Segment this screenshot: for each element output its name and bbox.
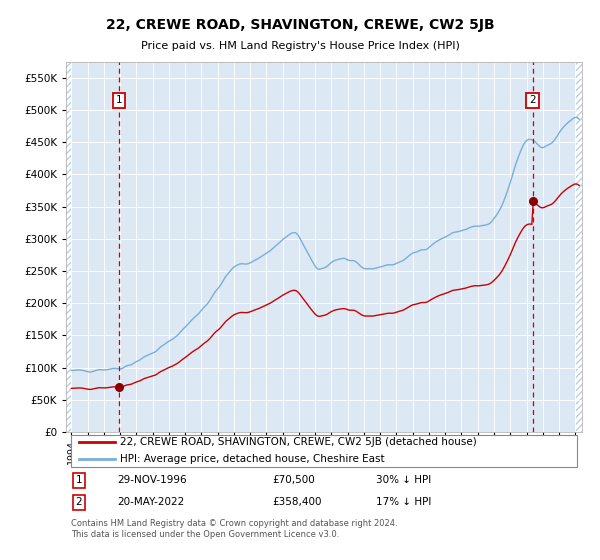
Text: 29-NOV-1996: 29-NOV-1996	[118, 475, 187, 485]
Text: £70,500: £70,500	[272, 475, 315, 485]
Text: 22, CREWE ROAD, SHAVINGTON, CREWE, CW2 5JB (detached house): 22, CREWE ROAD, SHAVINGTON, CREWE, CW2 5…	[120, 437, 477, 447]
Text: HPI: Average price, detached house, Cheshire East: HPI: Average price, detached house, Ches…	[120, 454, 385, 464]
Text: 22, CREWE ROAD, SHAVINGTON, CREWE, CW2 5JB: 22, CREWE ROAD, SHAVINGTON, CREWE, CW2 5…	[106, 18, 494, 32]
Bar	[66, 62, 71, 432]
Text: £358,400: £358,400	[272, 497, 322, 507]
Text: 20-MAY-2022: 20-MAY-2022	[118, 497, 185, 507]
FancyBboxPatch shape	[71, 435, 577, 467]
Text: 1: 1	[76, 475, 82, 485]
Text: Contains HM Land Registry data © Crown copyright and database right 2024.
This d: Contains HM Land Registry data © Crown c…	[71, 520, 398, 539]
Text: 17% ↓ HPI: 17% ↓ HPI	[376, 497, 431, 507]
Text: 2: 2	[76, 497, 82, 507]
Bar	[575, 62, 582, 432]
Text: 30% ↓ HPI: 30% ↓ HPI	[376, 475, 431, 485]
Text: 1: 1	[115, 96, 122, 105]
Text: 2: 2	[529, 96, 536, 105]
Text: Price paid vs. HM Land Registry's House Price Index (HPI): Price paid vs. HM Land Registry's House …	[140, 41, 460, 51]
